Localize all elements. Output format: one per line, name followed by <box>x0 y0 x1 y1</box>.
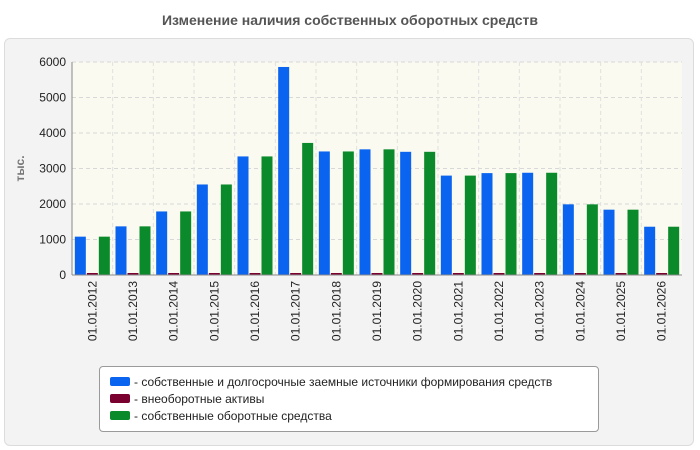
legend-item: - собственные оборотные средства <box>110 407 588 424</box>
chart-legend: - собственные и долгосрочные заемные ист… <box>99 366 599 432</box>
x-tick-label: 01.01.2025 <box>614 281 628 341</box>
x-tick-label: 01.01.2014 <box>167 281 181 341</box>
legend-label-series-1: - собственные и долгосрочные заемные ист… <box>134 374 553 389</box>
bar-series-1-01.01.2020 <box>400 151 412 275</box>
x-tick-label: 01.01.2015 <box>207 281 221 341</box>
bar-series-3-01.01.2014 <box>180 211 192 275</box>
x-tick-label: 01.01.2018 <box>329 281 343 341</box>
bar-series-2-01.01.2022 <box>493 273 505 275</box>
bar-series-2-01.01.2015 <box>208 273 220 275</box>
bar-series-3-01.01.2013 <box>139 226 151 275</box>
x-tick-label: 01.01.2013 <box>126 281 140 341</box>
y-tick-label: 1000 <box>39 233 66 247</box>
y-tick-label: 2000 <box>39 197 66 211</box>
bar-series-3-01.01.2023 <box>546 172 558 275</box>
bar-series-1-01.01.2026 <box>644 226 656 275</box>
bar-series-2-01.01.2023 <box>534 273 546 275</box>
bar-series-1-01.01.2017 <box>278 66 290 275</box>
bar-series-1-01.01.2019 <box>359 149 371 275</box>
bar-series-2-01.01.2026 <box>656 273 668 275</box>
x-tick-label: 01.01.2022 <box>492 281 506 341</box>
chart-title: Изменение наличия собственных оборотных … <box>161 12 539 28</box>
bar-series-3-01.01.2017 <box>302 142 314 275</box>
bar-series-2-01.01.2014 <box>168 273 180 275</box>
bar-series-2-01.01.2024 <box>574 273 586 275</box>
y-axis-label: тыс. <box>13 155 27 181</box>
legend-swatch-series-1 <box>110 377 130 386</box>
y-tick-label: 5000 <box>39 91 66 105</box>
bar-series-2-01.01.2018 <box>330 273 342 275</box>
bar-series-2-01.01.2017 <box>290 273 302 275</box>
bar-series-2-01.01.2020 <box>412 273 424 275</box>
bar-series-1-01.01.2018 <box>318 151 330 275</box>
legend-swatch-series-2 <box>110 394 130 403</box>
x-tick-label: 01.01.2017 <box>289 281 303 341</box>
bar-series-3-01.01.2026 <box>668 226 680 275</box>
x-tick-label: 01.01.2023 <box>533 281 547 341</box>
x-tick-label: 01.01.2019 <box>370 281 384 341</box>
bar-series-2-01.01.2012 <box>86 273 98 275</box>
bar-series-1-01.01.2021 <box>440 175 452 275</box>
bar-series-1-01.01.2024 <box>562 204 574 275</box>
bar-series-1-01.01.2025 <box>603 209 615 275</box>
bar-series-1-01.01.2012 <box>74 236 86 275</box>
x-tick-label: 01.01.2016 <box>248 281 262 341</box>
bar-series-1-01.01.2014 <box>156 211 168 275</box>
x-tick-label: 01.01.2020 <box>411 281 425 341</box>
bar-series-2-01.01.2019 <box>371 273 383 275</box>
y-tick-label: 3000 <box>39 162 66 176</box>
bar-series-3-01.01.2021 <box>464 175 476 275</box>
bar-series-3-01.01.2020 <box>424 151 436 275</box>
bar-series-3-01.01.2025 <box>627 209 639 275</box>
bar-series-1-01.01.2023 <box>522 172 534 275</box>
legend-item: - собственные и долгосрочные заемные ист… <box>110 373 588 390</box>
bar-series-2-01.01.2013 <box>127 273 139 275</box>
bar-series-3-01.01.2015 <box>220 184 232 275</box>
bar-series-3-01.01.2018 <box>342 151 354 275</box>
bar-series-2-01.01.2025 <box>615 273 627 275</box>
x-tick-label: 01.01.2024 <box>573 281 587 341</box>
bar-series-1-01.01.2022 <box>481 173 493 275</box>
legend-label-series-3: - собственные оборотные средства <box>134 408 332 423</box>
x-tick-label: 01.01.2012 <box>85 281 99 341</box>
legend-label-series-2: - внеоборотные активы <box>134 391 265 406</box>
bar-series-3-01.01.2016 <box>261 156 273 275</box>
x-tick-label: 01.01.2021 <box>451 281 465 341</box>
y-tick-label: 6000 <box>39 55 66 69</box>
bar-series-1-01.01.2016 <box>237 156 249 275</box>
bar-series-3-01.01.2024 <box>586 204 598 275</box>
legend-item: - внеоборотные активы <box>110 390 588 407</box>
y-tick-label: 4000 <box>39 126 66 140</box>
bar-series-3-01.01.2012 <box>98 236 110 275</box>
bar-series-2-01.01.2016 <box>249 273 261 275</box>
bar-series-1-01.01.2013 <box>115 226 127 275</box>
bar-series-2-01.01.2021 <box>452 273 464 275</box>
y-tick-label: 0 <box>59 268 66 282</box>
bar-series-1-01.01.2015 <box>196 184 208 275</box>
legend-swatch-series-3 <box>110 411 130 420</box>
bar-series-3-01.01.2022 <box>505 173 517 275</box>
bar-series-3-01.01.2019 <box>383 149 395 275</box>
x-tick-label: 01.01.2026 <box>655 281 669 341</box>
